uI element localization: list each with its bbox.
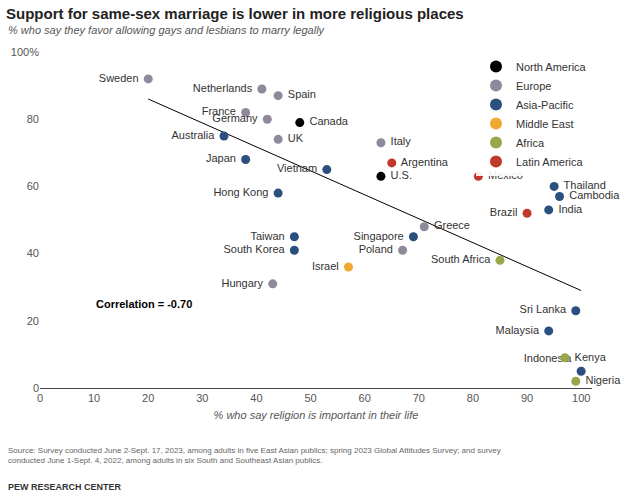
- svg-text:India: India: [555, 203, 585, 215]
- svg-text:France: France: [199, 105, 239, 117]
- svg-text:Europe: Europe: [516, 80, 551, 92]
- svg-text:South Africa: South Africa: [428, 253, 493, 265]
- svg-text:Indonesia: Indonesia: [521, 352, 575, 364]
- svg-text:Australia: Australia: [169, 129, 217, 141]
- svg-text:Argentina: Argentina: [398, 156, 451, 168]
- svg-text:Hungary: Hungary: [218, 277, 266, 289]
- svg-text:Middle East: Middle East: [516, 118, 573, 130]
- svg-text:Poland: Poland: [356, 243, 396, 255]
- svg-text:Italy: Italy: [388, 135, 414, 147]
- svg-text:Support for same-sex marriage: Support for same-sex marriage is lower i…: [6, 5, 464, 22]
- svg-text:UK: UK: [285, 132, 306, 144]
- svg-text:60: 60: [27, 180, 39, 192]
- svg-text:Africa: Africa: [516, 137, 545, 149]
- svg-text:Canada: Canada: [306, 115, 351, 127]
- svg-text:Brazil: Brazil: [487, 206, 521, 218]
- svg-text:0: 0: [33, 382, 39, 394]
- svg-text:Kenya: Kenya: [572, 351, 609, 363]
- svg-text:Germany: Germany: [209, 112, 260, 124]
- svg-text:Sri Lanka: Sri Lanka: [517, 303, 570, 315]
- svg-text:100%: 100%: [11, 46, 39, 58]
- svg-text:20: 20: [27, 315, 39, 327]
- svg-text:Israel: Israel: [309, 260, 342, 272]
- svg-text:80: 80: [27, 113, 39, 125]
- svg-text:Cambodia: Cambodia: [566, 189, 622, 201]
- svg-text:Vietnam: Vietnam: [274, 162, 320, 174]
- svg-text:Latin America: Latin America: [516, 156, 584, 168]
- svg-text:60: 60: [359, 392, 371, 404]
- svg-text:South Korea: South Korea: [220, 243, 287, 255]
- svg-text:Correlation = -0.70: Correlation = -0.70: [96, 298, 192, 310]
- svg-text:70: 70: [413, 392, 425, 404]
- svg-text:100: 100: [572, 392, 590, 404]
- svg-text:PEW RESEARCH CENTER: PEW RESEARCH CENTER: [8, 482, 122, 492]
- svg-text:80: 80: [467, 392, 479, 404]
- svg-text:U.S.: U.S.: [388, 169, 416, 181]
- svg-text:Spain: Spain: [285, 88, 319, 100]
- svg-text:90: 90: [521, 392, 533, 404]
- svg-text:Greece: Greece: [431, 219, 473, 231]
- svg-text:Asia-Pacific: Asia-Pacific: [516, 99, 574, 111]
- svg-text:Sweden: Sweden: [96, 72, 142, 84]
- svg-text:Taiwan: Taiwan: [248, 230, 288, 242]
- svg-text:0: 0: [37, 392, 43, 404]
- svg-text:40: 40: [250, 392, 262, 404]
- svg-text:North America: North America: [516, 61, 587, 73]
- svg-text:Source: Survey conducted June: Source: Survey conducted June 2-Sept. 17…: [8, 446, 501, 465]
- svg-text:Thailand: Thailand: [561, 179, 609, 191]
- svg-text:40: 40: [27, 247, 39, 259]
- svg-text:% who say they favor allowing: % who say they favor allowing gays and l…: [8, 24, 326, 36]
- svg-text:20: 20: [142, 392, 154, 404]
- svg-text:Netherlands: Netherlands: [190, 82, 255, 94]
- svg-text:Singapore: Singapore: [351, 230, 407, 242]
- svg-text:Malaysia: Malaysia: [493, 324, 543, 336]
- svg-text:Nigeria: Nigeria: [582, 374, 623, 386]
- svg-text:50: 50: [304, 392, 316, 404]
- svg-text:30: 30: [196, 392, 208, 404]
- svg-text:Japan: Japan: [203, 152, 239, 164]
- svg-text:10: 10: [88, 392, 100, 404]
- svg-text:% who say religion is importan: % who say religion is important in their…: [214, 409, 419, 421]
- svg-text:Hong Kong: Hong Kong: [210, 186, 271, 198]
